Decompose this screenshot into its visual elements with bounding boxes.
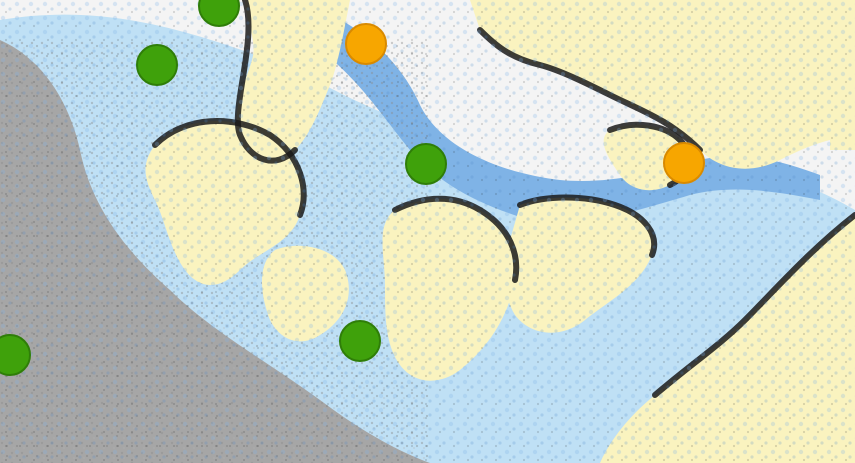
green-marker-1[interactable] (198, 0, 240, 27)
green-marker-3[interactable] (405, 143, 447, 185)
green-marker-4[interactable] (339, 320, 381, 362)
green-marker-2[interactable] (136, 44, 178, 86)
orange-marker-2[interactable] (663, 142, 705, 184)
green-marker-5[interactable] (0, 334, 31, 376)
orange-marker-1[interactable] (345, 23, 387, 65)
map-markers (0, 0, 705, 376)
